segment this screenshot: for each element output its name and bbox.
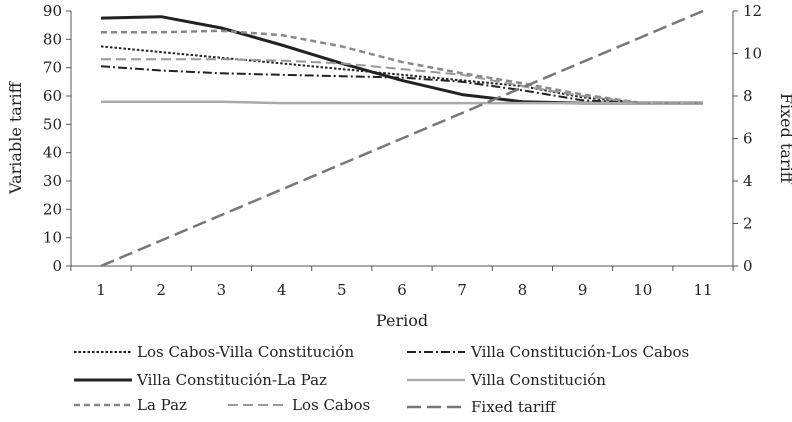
series-line-fixed-tariff [100,9,704,268]
legend-label-los-cabos: Los Cabos [292,396,370,414]
legend-label-villa-constitucion-la-paz: Villa Constitución-La Paz [136,371,327,389]
y-axis-right-title: Fixed tariff [777,93,792,185]
y-right-tick-label: 6 [743,130,753,148]
x-tick-label: 4 [277,281,287,299]
y-left-tick-label: 20 [43,200,62,218]
y-right-tick-label: 12 [743,2,762,20]
series-line-los-cabos-villa-constitucion [100,45,703,105]
y-left-tick-label: 10 [43,229,62,247]
y-right-tick-label: 10 [743,45,762,63]
x-tick-label: 8 [518,281,528,299]
x-tick-label: 1 [96,281,106,299]
y-right-tick-label: 2 [743,215,753,233]
x-tick-label: 5 [337,281,347,299]
x-tick-label: 2 [156,281,166,299]
y-left-tick-label: 90 [43,2,62,20]
x-tick-label: 6 [397,281,407,299]
x-tick-label: 3 [217,281,227,299]
series-line-los-cabos [101,58,703,105]
series-line-villa-constitucion [101,100,703,105]
y-left-tick-label: 30 [43,172,62,190]
legend-label-la-paz: La Paz [137,396,187,414]
y-left-tick-label: 50 [43,115,62,133]
legend-label-fixed-tariff: Fixed tariff [471,398,557,416]
x-axis-title: Period [376,311,428,330]
x-tick-label: 11 [693,281,712,299]
x-tick-label: 7 [457,281,467,299]
x-tick-label: 10 [633,281,652,299]
series-line-la-paz [101,29,703,105]
y-right-tick-label: 0 [743,257,753,275]
x-tick-label: 9 [578,281,588,299]
y-left-tick-label: 0 [52,257,62,275]
y-left-tick-label: 40 [43,144,62,162]
y-left-tick-label: 70 [43,59,62,77]
series-line-villa-constitucion-los-cabos [100,65,703,105]
y-left-tick-label: 80 [43,30,62,48]
legend-label-los-cabos-villa-constitucion: Los Cabos-Villa Constitución [137,343,354,361]
y-axis-left-title: Variable tariff [6,80,25,195]
legend-label-villa-constitucion: Villa Constitución [470,371,606,389]
legend: Los Cabos-Villa Constitución Villa Consti… [74,343,689,416]
y-right-tick-label: 4 [743,172,753,190]
y-right-tick-label: 8 [743,87,753,105]
series-lines [100,9,704,268]
legend-label-villa-constitucion-los-cabos: Villa Constitución-Los Cabos [470,343,689,361]
y-left-tick-label: 60 [43,87,62,105]
